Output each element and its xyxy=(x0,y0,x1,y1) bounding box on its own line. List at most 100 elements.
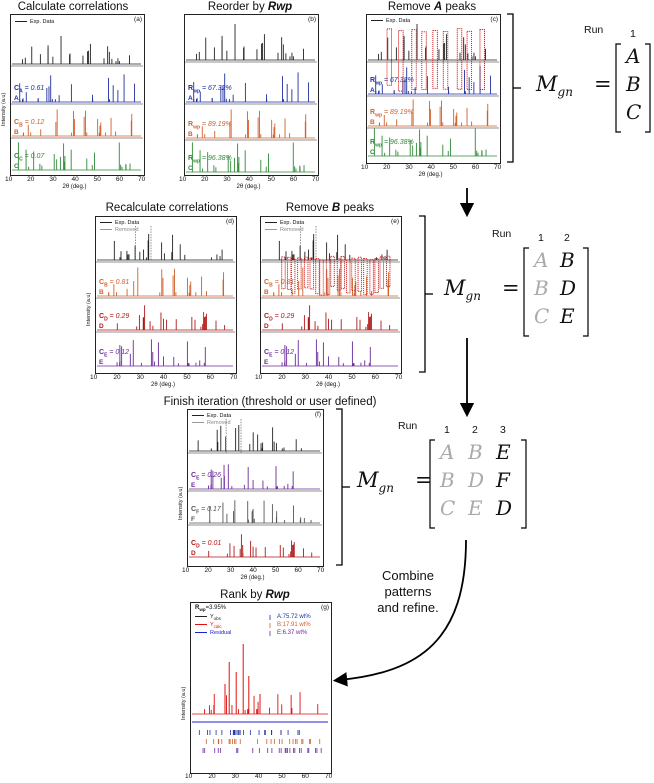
combine-line-3: and refine. xyxy=(377,600,439,615)
legend-label: Y xyxy=(210,622,214,628)
matrix-entry: B xyxy=(534,276,549,300)
series-label-sub: F xyxy=(196,509,199,515)
legend-swatch xyxy=(195,616,207,618)
series-label-value: = 0.12 xyxy=(22,119,45,126)
series-label-sub-text: E xyxy=(196,475,200,482)
series-label-symbol: CB xyxy=(99,279,108,288)
step-c-title-prefix: Remove xyxy=(387,1,434,13)
x-tick-b-70: 70 xyxy=(312,176,319,183)
series-letter-text: D xyxy=(264,323,269,330)
series-label-pre: C xyxy=(99,313,105,320)
series-letter-c-C: C xyxy=(370,149,375,156)
series-letter-text: C xyxy=(188,165,193,172)
series-letter-e-B: B xyxy=(264,289,269,296)
step-f-title: Finish iteration (threshold or user defi… xyxy=(163,396,377,408)
x-tick-c-20: 20 xyxy=(383,164,390,171)
mat2-entry-2-1: E xyxy=(560,304,575,328)
series-label-e-B: CB = 0.81 xyxy=(264,279,294,288)
step-g-title-prefix: Rank by xyxy=(220,589,266,601)
mat1-entry-2-0: C xyxy=(626,100,641,124)
legend-sub: calc xyxy=(214,624,222,629)
x-tick-text: 10 xyxy=(255,374,263,381)
series-label-pre: R xyxy=(188,85,194,92)
step-g-title: Rank by Rwp xyxy=(185,589,325,601)
series-letter-c-A: A xyxy=(370,87,375,94)
removed-peak-box xyxy=(466,30,473,91)
series-label-symbol: Rwp xyxy=(188,85,201,95)
series-label-value: = 0.81 xyxy=(272,279,295,286)
legend-label: Removed xyxy=(207,420,231,426)
series-label-sub-text: B xyxy=(269,282,273,289)
series-label-value: = 0.12 xyxy=(107,349,130,356)
panel-e-legend: Exp. Data Removed xyxy=(265,220,304,234)
series-label-pre: C xyxy=(99,349,105,356)
trace-a-1 xyxy=(12,74,141,103)
x-tick-text: 60 xyxy=(289,176,298,183)
trace-b-1 xyxy=(186,72,315,103)
removed-peak-box xyxy=(303,256,309,289)
matrix-symbol-sub-text: gn xyxy=(465,289,481,304)
legend-swatch xyxy=(100,222,112,224)
series-label-value: = 0.01 xyxy=(199,540,222,547)
x-tick-text: 50 xyxy=(93,176,101,183)
legend-swatch xyxy=(265,222,277,224)
x-tick-g-50: 50 xyxy=(278,773,285,780)
panel-d: (d) Exp. Data Removed CB = 0.81 B CD = 0.29 D C… xyxy=(95,216,237,374)
x-tick-text: 30 xyxy=(405,164,413,171)
matrix-entry: C xyxy=(626,100,642,124)
series-label-value: = 0.81 xyxy=(107,279,130,286)
x-tick-text: 20 xyxy=(204,567,212,574)
series-label-value: = 0.29 xyxy=(272,313,295,320)
series-label-sub-text: wp xyxy=(193,158,201,165)
x-tick-g-60: 60 xyxy=(302,773,309,780)
removed-peak-box xyxy=(369,259,374,295)
legend-row: Exp. Data xyxy=(100,220,139,227)
panel-c-tag-text: (c) xyxy=(490,16,498,23)
matrix-symbol-sub: gn xyxy=(466,289,481,303)
series-label-b-C: Rwp = 96.38% xyxy=(188,155,232,164)
bracket-finish xyxy=(336,408,343,566)
series-label-sub-text: wp xyxy=(193,124,201,131)
mat2-entry-0-1: B xyxy=(560,248,575,272)
x-tick-b-40: 40 xyxy=(246,176,253,183)
series-label-sub-text: wp xyxy=(193,88,201,95)
series-label-pre: C xyxy=(191,540,197,547)
x-tick-g-40: 40 xyxy=(255,773,262,780)
matrix-entry: E xyxy=(468,496,483,520)
x-tick-b-10: 10 xyxy=(179,176,186,183)
series-label-value: = 0.61 xyxy=(22,85,45,92)
matrix-entry: D xyxy=(496,496,513,520)
removed-peak-box xyxy=(297,257,302,290)
mat1-entry-1-0: B xyxy=(626,72,641,96)
x-tick-text: 70 xyxy=(494,164,502,171)
x-tick-text: 10 xyxy=(182,567,190,574)
removed-peak-box xyxy=(281,256,286,290)
mat3-entry-0-2: E xyxy=(496,440,511,464)
series-label-pre: C xyxy=(14,85,20,92)
x-tick-text: 40 xyxy=(249,567,257,574)
mat2-col-2: 2 xyxy=(564,232,570,244)
panel-e: (e) Exp. Data Removed CB = 0.81 B CD = 0.29 D C… xyxy=(260,216,402,374)
x-tick-a-50: 50 xyxy=(94,176,101,183)
trace-e-0 xyxy=(262,234,398,261)
legend-label: Y xyxy=(210,614,214,620)
legend-swatch xyxy=(15,21,27,23)
series-label-symbol: CE xyxy=(264,349,273,359)
series-label-symbol: Rwp xyxy=(370,109,382,118)
series-label-symbol: Rwp xyxy=(370,139,382,148)
x-tick-text: 70 xyxy=(325,773,333,780)
series-letter-text: B xyxy=(14,129,19,136)
x-tick-text: 40 xyxy=(255,773,263,780)
x-tick-text: 70 xyxy=(395,374,403,381)
panel-a-legend: Exp. Data xyxy=(15,19,54,26)
matrix-entry: A xyxy=(440,440,455,464)
series-label-value: = 89.19% xyxy=(200,121,232,128)
removed-peak-box xyxy=(290,257,296,294)
legend-swatch xyxy=(265,229,277,231)
series-label-sub-text: E xyxy=(269,352,273,359)
series-letter-e-E: E xyxy=(264,359,268,366)
x-tick-text: 50 xyxy=(348,374,356,381)
panel-g-phase-0: A:75.72 wt% xyxy=(277,614,311,621)
x-tick-f-20: 20 xyxy=(205,567,212,574)
matrix-symbol-sub-text: gn xyxy=(557,85,573,100)
